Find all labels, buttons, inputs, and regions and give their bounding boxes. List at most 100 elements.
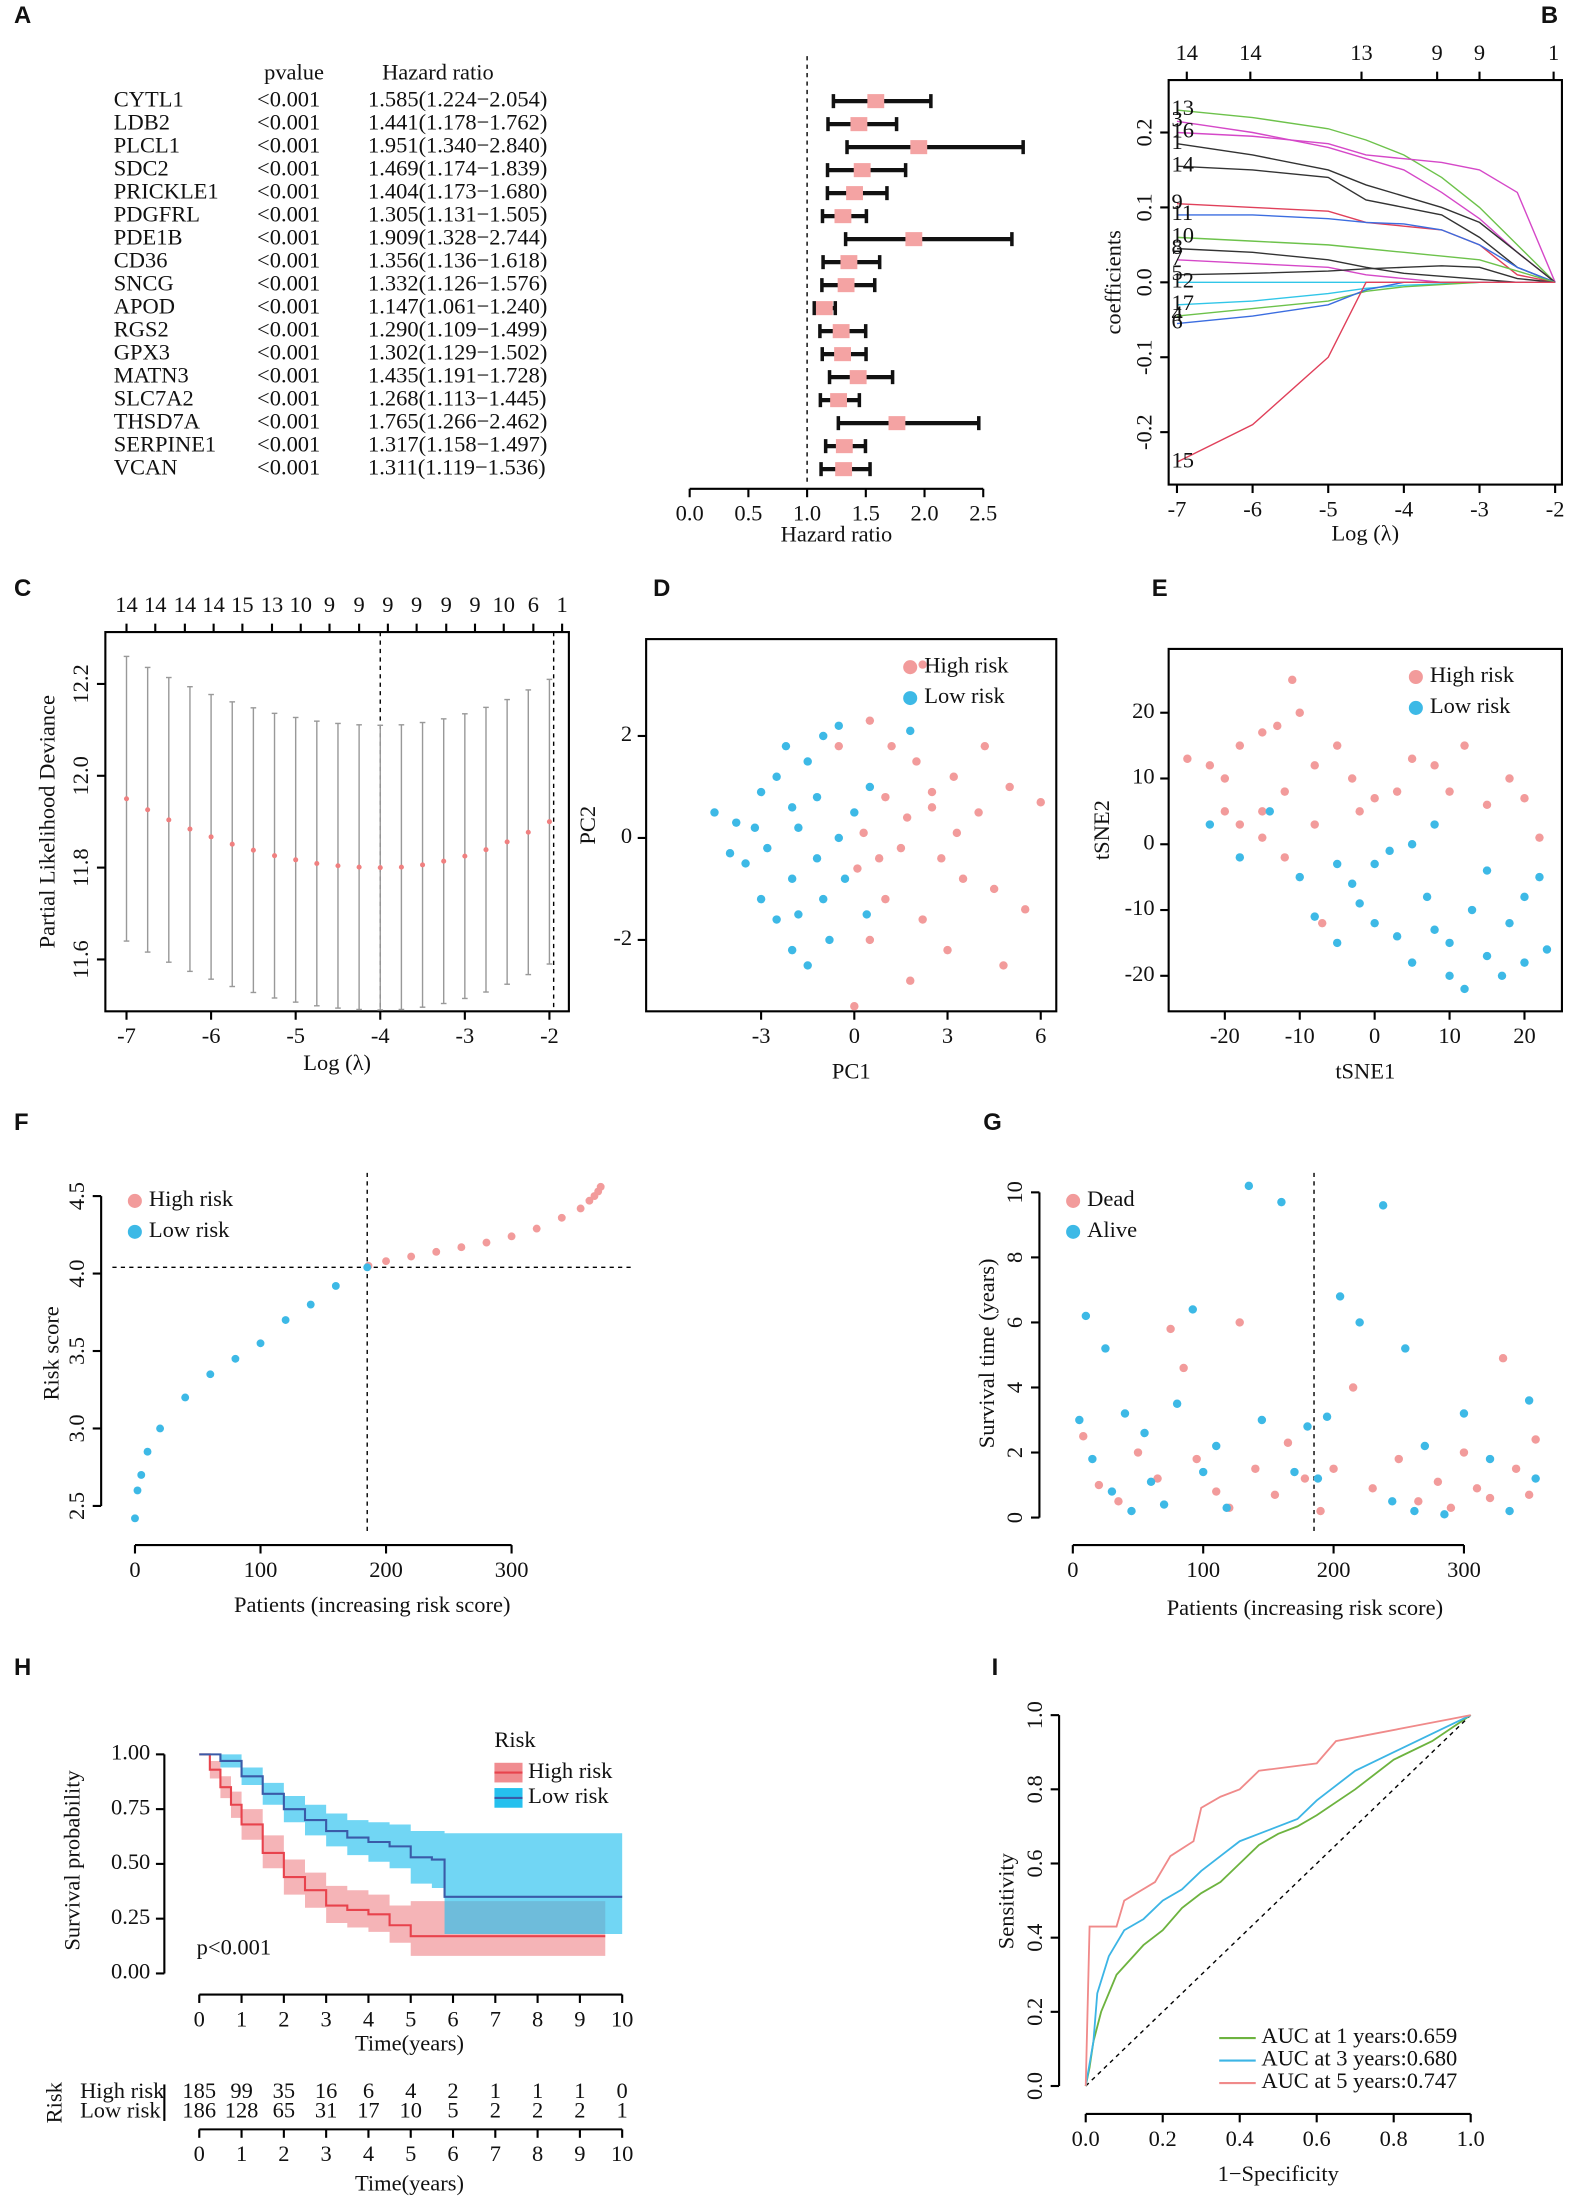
point	[906, 976, 915, 985]
legend-label: High risk	[924, 652, 1009, 677]
table-count: 2	[447, 2078, 458, 2103]
plot-frame	[645, 638, 1058, 1013]
point	[1280, 853, 1289, 862]
x-tick-label: 0	[129, 1557, 140, 1582]
point	[1303, 1422, 1312, 1431]
point	[1394, 1454, 1403, 1464]
y-tick-label: 0.00	[111, 1959, 150, 1984]
table-y-axis-title: Risk	[41, 2081, 66, 2123]
point	[1531, 1474, 1540, 1483]
x-axis-title: 1−Specificity	[1218, 2161, 1340, 2186]
y-axis-title: tSNE2	[1089, 800, 1114, 860]
y-tick-label: 12.0	[68, 756, 93, 795]
y-axis-title: Survival time (years)	[974, 1258, 999, 1448]
point	[787, 874, 797, 883]
roc-curve	[1084, 1714, 1472, 2087]
x-tick-label: 6	[447, 2006, 458, 2031]
y-tick-label: 10	[1002, 1181, 1027, 1203]
legend-label: Low risk	[1430, 693, 1511, 718]
mean-point	[398, 864, 404, 870]
point	[1370, 918, 1379, 928]
table-count: 4	[405, 2078, 416, 2103]
top-tick-label: 14	[1239, 40, 1261, 65]
y-tick-label: 0.0	[1022, 2072, 1047, 2100]
panel-label: A	[14, 2, 31, 29]
table-count: 1	[490, 2078, 501, 2103]
point	[1283, 1438, 1293, 1447]
top-tick-label: 9	[324, 592, 335, 617]
point	[756, 894, 766, 904]
x-tick-label: -2	[540, 1023, 559, 1048]
hazard-ratio-label: 1.268(1.113−1.445)	[368, 385, 546, 410]
point	[1258, 833, 1267, 842]
path-label: 12	[1171, 267, 1193, 292]
point	[256, 1339, 265, 1348]
point	[1482, 866, 1492, 875]
point	[1355, 1318, 1364, 1327]
panel-label: C	[14, 575, 31, 602]
point	[1310, 761, 1319, 770]
y-tick-label: -20	[1125, 961, 1155, 986]
point	[1205, 761, 1215, 770]
point	[1446, 1503, 1456, 1513]
point	[803, 961, 812, 970]
y-tick-label: 0.2	[1022, 1998, 1047, 2026]
legend-label: AUC at 1 years:0.659	[1261, 2023, 1457, 2048]
hr-box	[834, 209, 852, 224]
point	[596, 1182, 605, 1191]
point	[1183, 754, 1192, 763]
top-tick-label: 1	[556, 592, 567, 617]
point	[1368, 1484, 1377, 1493]
point	[1088, 1454, 1097, 1464]
point	[1542, 945, 1552, 954]
legend-swatch	[1066, 1224, 1081, 1239]
point	[1335, 1292, 1345, 1301]
point	[912, 757, 921, 766]
x-tick-label: 9	[574, 2006, 585, 2031]
point	[1332, 859, 1342, 869]
point	[1222, 1503, 1231, 1513]
top-tick-label: 9	[382, 592, 393, 617]
point	[382, 1257, 390, 1266]
point	[1101, 1344, 1110, 1353]
point	[918, 660, 927, 669]
mean-point	[525, 829, 531, 835]
point	[756, 787, 766, 797]
y-tick-label: -0.1	[1131, 339, 1156, 375]
y-tick-label: -10	[1125, 895, 1155, 920]
p-value: <0.001	[257, 224, 320, 249]
hr-box	[832, 324, 850, 339]
top-tick-label: 14	[115, 592, 137, 617]
table-count: 2	[574, 2098, 585, 2123]
x-tick-label: -20	[1210, 1023, 1240, 1048]
x-tick-label: -4	[1395, 496, 1414, 521]
table-x-tick-label: 10	[611, 2141, 633, 2166]
y-tick-label: 2	[621, 721, 632, 746]
table-x-tick-label: 3	[321, 2141, 332, 2166]
table-x-tick-label: 4	[363, 2141, 374, 2166]
x-tick-label: -4	[371, 1023, 390, 1048]
table-x-tick-label: 9	[574, 2141, 585, 2166]
gene-label: PLCL1	[114, 132, 180, 157]
table-count: 65	[273, 2098, 295, 2123]
legend-label: High risk	[149, 1186, 234, 1211]
point	[206, 1370, 215, 1379]
point	[507, 1232, 516, 1241]
x-tick-label: 0.2	[1149, 2126, 1177, 2151]
x-tick-label: -6	[202, 1023, 221, 1048]
column-header: Hazard ratio	[382, 60, 494, 85]
column-header: pvalue	[264, 60, 324, 85]
point	[1460, 984, 1469, 994]
mean-point	[441, 858, 447, 864]
hr-box	[853, 163, 871, 178]
point	[1430, 820, 1439, 829]
y-tick-label: 11.8	[68, 848, 93, 886]
point	[772, 772, 781, 781]
y-tick-label: 0.1	[1131, 193, 1156, 221]
point	[1433, 1477, 1443, 1487]
point	[1288, 675, 1297, 685]
gene-label: PRICKLE1	[114, 178, 219, 203]
point	[918, 915, 927, 924]
y-axis-title: Survival probability	[60, 1769, 85, 1950]
y-tick-label: 4.5	[64, 1182, 89, 1210]
